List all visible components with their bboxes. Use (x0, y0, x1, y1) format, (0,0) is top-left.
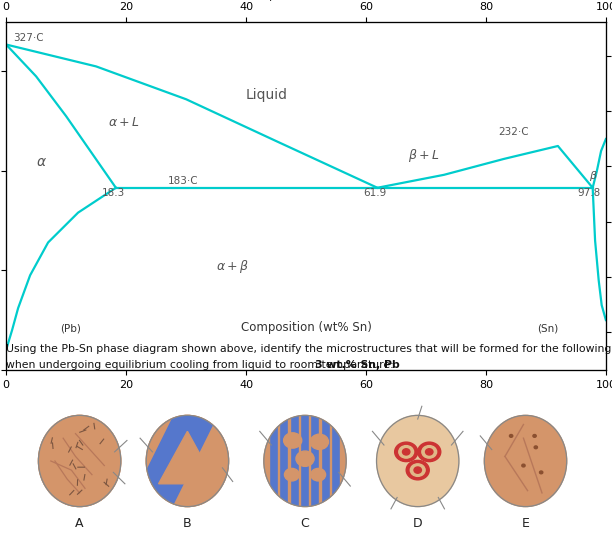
Text: 61.9: 61.9 (363, 188, 386, 197)
Circle shape (406, 460, 429, 480)
Circle shape (395, 442, 418, 461)
Circle shape (310, 434, 329, 450)
Text: 232·C: 232·C (498, 127, 529, 137)
Text: $\beta$: $\beta$ (589, 169, 598, 183)
Text: E: E (521, 517, 529, 530)
Circle shape (414, 467, 422, 473)
Circle shape (522, 464, 525, 467)
Text: Composition (wt% Sn): Composition (wt% Sn) (241, 321, 371, 334)
Circle shape (399, 446, 414, 458)
Text: Using the Pb-Sn phase diagram shown above, identify the microstructures that wil: Using the Pb-Sn phase diagram shown abov… (6, 344, 612, 353)
Ellipse shape (39, 415, 121, 506)
X-axis label: Composition (at% Sn): Composition (at% Sn) (242, 0, 370, 1)
Circle shape (418, 442, 441, 461)
Circle shape (509, 434, 513, 437)
Polygon shape (159, 431, 216, 484)
Ellipse shape (146, 415, 228, 506)
Text: C: C (300, 517, 310, 530)
Circle shape (533, 434, 536, 437)
Ellipse shape (39, 415, 121, 506)
Circle shape (311, 469, 326, 481)
Circle shape (283, 433, 302, 448)
Text: 97.8: 97.8 (577, 188, 600, 197)
Circle shape (403, 448, 410, 455)
Text: (Sn): (Sn) (537, 323, 558, 333)
Text: 18.3: 18.3 (102, 188, 125, 197)
Text: $\beta + L$: $\beta + L$ (408, 147, 439, 164)
Circle shape (540, 471, 543, 474)
Ellipse shape (484, 415, 567, 506)
Text: B: B (183, 517, 192, 530)
Circle shape (285, 469, 299, 481)
Text: D: D (413, 517, 422, 530)
Circle shape (534, 446, 537, 448)
Text: $\alpha$: $\alpha$ (36, 155, 47, 169)
Text: when undergoing equilibrium cooling from liquid to room temperature:: when undergoing equilibrium cooling from… (6, 360, 397, 370)
Circle shape (422, 446, 436, 458)
Circle shape (296, 451, 314, 466)
Text: (Pb): (Pb) (60, 323, 81, 333)
Circle shape (410, 464, 425, 477)
Ellipse shape (146, 415, 228, 506)
Text: A: A (75, 517, 84, 530)
Ellipse shape (264, 415, 346, 506)
Text: Liquid: Liquid (246, 88, 288, 102)
Ellipse shape (376, 415, 459, 506)
Text: 327·C: 327·C (13, 32, 44, 43)
Text: 183·C: 183·C (168, 176, 199, 186)
Text: $\alpha + L$: $\alpha + L$ (108, 116, 140, 129)
Text: $\alpha + \beta$: $\alpha + \beta$ (216, 258, 249, 275)
Circle shape (425, 448, 433, 455)
Text: 3 wt.% Sn, Pb: 3 wt.% Sn, Pb (315, 360, 400, 370)
